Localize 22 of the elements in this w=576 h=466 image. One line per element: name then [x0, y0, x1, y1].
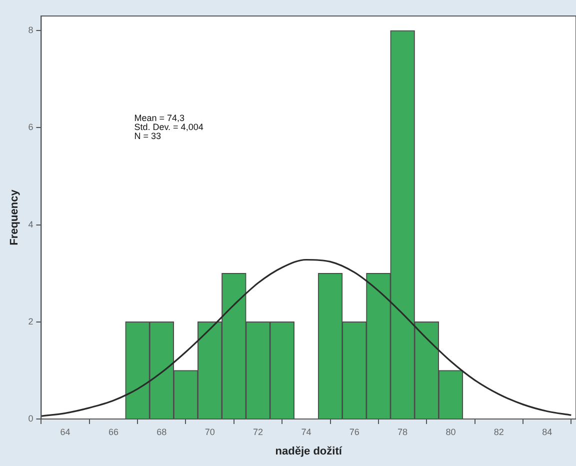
y-tick-label: 0 — [28, 413, 34, 424]
x-tick-label: 76 — [349, 426, 360, 437]
x-tick-label: 64 — [60, 426, 70, 437]
x-tick-label: 68 — [156, 426, 167, 437]
x-tick-label: 82 — [494, 426, 504, 437]
x-axis-title: naděje dožití — [275, 445, 343, 458]
x-tick-label: 70 — [204, 426, 215, 437]
annotation: Std. Dev. = 4,004 — [134, 122, 204, 132]
x-tick-label: 78 — [398, 426, 408, 437]
x-tick-label: 72 — [253, 426, 264, 437]
x-tick-label: 66 — [108, 426, 118, 437]
y-tick-label: 4 — [28, 219, 34, 230]
annotation: Mean = 74,3 — [134, 112, 184, 123]
annotation: N = 33 — [134, 130, 161, 141]
y-axis-title: Frequency — [8, 188, 21, 246]
x-tick-label: 80 — [446, 426, 456, 437]
y-tick-label: 6 — [28, 122, 34, 132]
y-tick-label: 2 — [28, 316, 34, 326]
y-tick-label: 8 — [28, 25, 34, 36]
x-tick-label: 84 — [542, 426, 552, 437]
x-tick-label: 74 — [301, 426, 312, 437]
line-series — [41, 258, 572, 417]
